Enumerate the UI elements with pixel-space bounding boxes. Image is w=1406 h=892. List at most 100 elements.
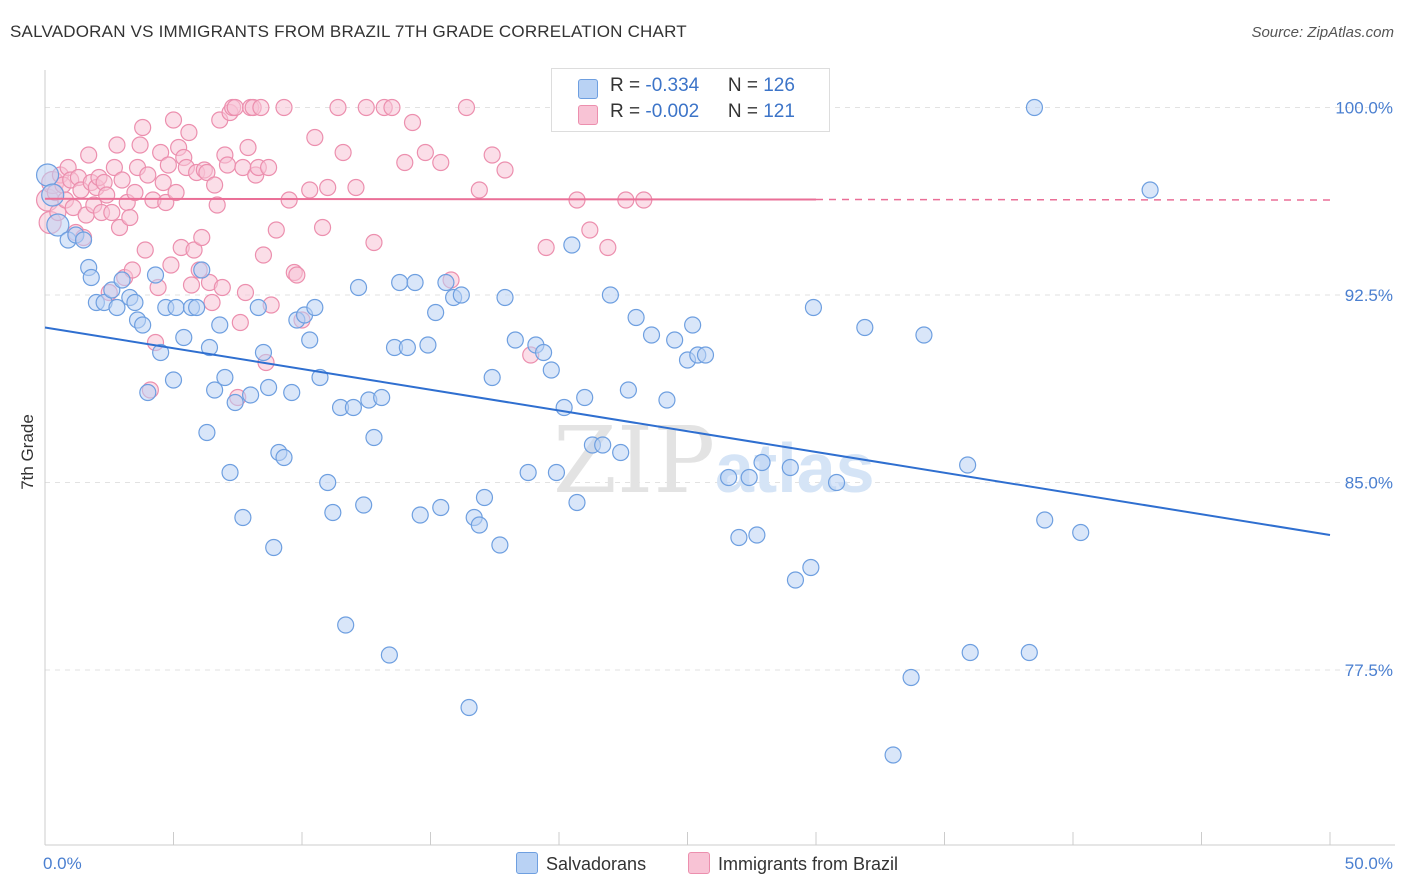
salvadoran-point bbox=[884, 746, 902, 764]
bottom-legend-label-brazil: Immigrants from Brazil bbox=[718, 854, 899, 874]
brazil-point bbox=[98, 186, 116, 204]
salvadoran-point bbox=[547, 463, 566, 482]
brazil-point bbox=[239, 138, 257, 157]
legend-r-value: -0.334 bbox=[645, 75, 700, 96]
bottom-legend-swatch-blue bbox=[516, 852, 538, 874]
legend-n-label: N = bbox=[727, 101, 764, 122]
legend-n-value: 126 bbox=[763, 75, 795, 96]
salvadoran-point bbox=[612, 443, 630, 462]
salvadoran-point bbox=[802, 558, 820, 577]
x-tick-label-min: 0.0% bbox=[43, 854, 82, 873]
salvadoran-point bbox=[265, 538, 283, 557]
salvadoran-point bbox=[684, 316, 702, 334]
y-tick-label: 92.5% bbox=[1345, 286, 1393, 305]
salvadoran-point bbox=[226, 393, 244, 412]
brazil-trend-line-extension bbox=[815, 198, 1331, 201]
salvadoran-point bbox=[108, 298, 126, 317]
salvadoran-point bbox=[542, 361, 560, 379]
salvadoran-point bbox=[391, 273, 409, 292]
brazil-point bbox=[329, 98, 347, 117]
brazil-point bbox=[306, 128, 324, 147]
brazil-point bbox=[231, 313, 249, 332]
brazil-point bbox=[254, 246, 273, 264]
salvadoran-point bbox=[134, 316, 152, 334]
salvadoran-point bbox=[666, 331, 684, 349]
brazil-point bbox=[396, 153, 414, 172]
brazil-point bbox=[334, 143, 352, 162]
salvadoran-point bbox=[344, 398, 362, 417]
salvadoran-point bbox=[41, 183, 65, 207]
brazil-point bbox=[213, 278, 231, 297]
brazil-trend-line bbox=[44, 197, 817, 201]
salvadoran-point bbox=[249, 298, 267, 317]
salvadoran-point bbox=[1025, 98, 1044, 117]
salvadoran-point bbox=[301, 331, 319, 349]
salvadoran-point bbox=[365, 428, 383, 447]
tick-labels: 100.0% 92.5% 85.0% 77.5% 0.0% 50.0% bbox=[43, 99, 1393, 874]
legend-r-label: R = bbox=[610, 75, 646, 96]
salvadoran-point bbox=[1141, 181, 1159, 199]
salvadoran-point bbox=[380, 646, 398, 664]
salvadoran-point bbox=[576, 388, 594, 407]
y-axis-title: 7th Grade bbox=[18, 414, 37, 490]
salvadoran-point bbox=[720, 468, 738, 487]
series-brazil-points bbox=[35, 98, 653, 407]
salvadoran-point bbox=[337, 616, 355, 634]
salvadoran-point bbox=[961, 643, 979, 662]
salvadoran-point bbox=[642, 326, 661, 344]
brazil-point bbox=[80, 146, 98, 164]
brazil-point bbox=[206, 176, 224, 194]
salvadoran-point bbox=[221, 463, 239, 482]
salvadoran-point bbox=[491, 536, 509, 554]
salvadoran-point bbox=[594, 436, 612, 454]
salvadoran-point bbox=[506, 331, 524, 349]
bottom-legend-brazil: Immigrants from Brazil bbox=[688, 852, 898, 875]
salvadoran-point bbox=[601, 286, 620, 304]
legend-n-label: N = bbox=[727, 75, 764, 96]
brazil-point bbox=[496, 161, 514, 179]
brazil-point bbox=[208, 196, 226, 214]
bottom-legend-label-salvadorans: Salvadorans bbox=[546, 854, 647, 874]
brazil-point bbox=[581, 221, 599, 239]
salvadoran-point bbox=[373, 388, 391, 407]
salvadoran-point bbox=[164, 371, 183, 389]
salvadoran-point bbox=[35, 163, 60, 187]
brazil-point bbox=[470, 181, 488, 199]
salvadorans-trend-line bbox=[44, 326, 1331, 536]
salvadoran-point bbox=[902, 668, 920, 687]
salvadoran-point bbox=[753, 453, 771, 472]
salvadoran-point bbox=[460, 698, 478, 717]
trend-lines bbox=[44, 197, 1331, 536]
legend-swatch-pink bbox=[578, 105, 598, 125]
salvadoran-point bbox=[242, 386, 260, 404]
salvadoran-point bbox=[619, 381, 637, 399]
salvadoran-point bbox=[254, 343, 273, 362]
watermark: ZIP atlas bbox=[553, 407, 875, 514]
salvadoran-point bbox=[1036, 511, 1054, 529]
salvadoran-point bbox=[193, 261, 211, 279]
y-tick-label: 100.0% bbox=[1335, 99, 1393, 118]
brazil-point bbox=[483, 146, 501, 164]
brazil-point bbox=[152, 143, 170, 162]
salvadoran-point bbox=[419, 336, 437, 354]
brazil-point bbox=[319, 178, 337, 197]
brazil-point bbox=[203, 293, 221, 312]
salvadoran-point bbox=[627, 308, 645, 327]
brazil-point bbox=[267, 221, 285, 239]
legend-r-label: R = bbox=[610, 101, 646, 122]
x-tick-label-max: 50.0% bbox=[1345, 854, 1393, 873]
brazil-point bbox=[288, 266, 306, 284]
brazil-point bbox=[126, 183, 144, 202]
brazil-point bbox=[139, 166, 157, 184]
brazil-point bbox=[357, 98, 375, 117]
brazil-point bbox=[198, 163, 216, 182]
salvadoran-point bbox=[211, 316, 229, 334]
brazil-point bbox=[121, 208, 139, 227]
salvadoran-point bbox=[319, 473, 337, 492]
salvadoran-point bbox=[827, 473, 846, 492]
brazil-point bbox=[105, 158, 123, 177]
brazil-point bbox=[537, 238, 555, 257]
salvadoran-point bbox=[216, 368, 234, 387]
y-tick-label: 85.0% bbox=[1345, 474, 1393, 493]
brazil-point bbox=[167, 183, 185, 202]
